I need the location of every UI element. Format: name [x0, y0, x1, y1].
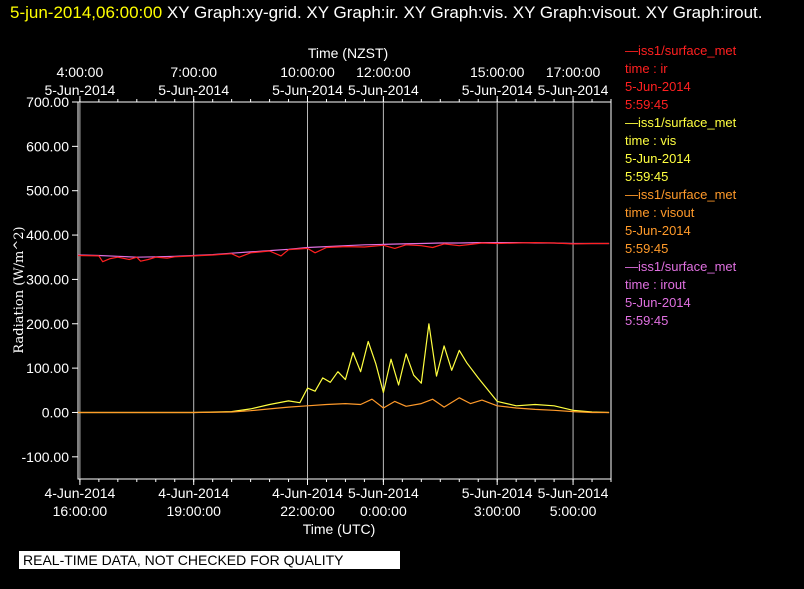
legend-time: 5:59:45: [625, 313, 669, 328]
y-tick-label: 500.00: [26, 183, 69, 199]
header-graph-list: XY Graph:xy-grid. XY Graph:ir. XY Graph:…: [162, 3, 763, 22]
plot-frame: [77, 101, 612, 480]
x-tick-time: 22:00:00: [280, 503, 335, 519]
x2-tick-time: 15:00:00: [470, 64, 525, 80]
x-tick-date: 4-Jun-2014: [272, 485, 343, 501]
y-tick-label: 100.00: [26, 360, 69, 376]
y-tick-label: 0.00: [42, 404, 69, 420]
x2-tick-time: 12:00:00: [356, 64, 411, 80]
legend-source: —iss1/surface_met: [625, 115, 737, 130]
series-line-vis: [78, 323, 610, 414]
series-group: [77, 242, 610, 414]
x-tick-date: 4-Jun-2014: [158, 485, 229, 501]
legend-var: time : visout: [625, 205, 695, 220]
x2-tick-date: 5-Jun-2014: [158, 82, 229, 98]
x-tick-date: 5-Jun-2014: [348, 485, 419, 501]
legend-date: 5-Jun-2014: [625, 79, 691, 94]
x2-tick-time: 7:00:00: [170, 64, 217, 80]
x2-tick-time: 10:00:00: [280, 64, 335, 80]
legend-var: time : vis: [625, 133, 677, 148]
x2-tick-date: 5-Jun-2014: [348, 82, 419, 98]
x-tick-time: 19:00:00: [166, 503, 221, 519]
disclaimer-banner: REAL-TIME DATA, NOT CHECKED FOR QUALITY: [19, 551, 400, 569]
x-axis: 4-Jun-2014 16:00:00 4-Jun-2014 19:00:00 4-Ju…: [44, 479, 612, 519]
x-tick-date: 5-Jun-2014: [462, 485, 533, 501]
legend-date: 5-Jun-2014: [625, 223, 691, 238]
legend-time: 5:59:45: [625, 97, 669, 112]
x2-tick-time: 4:00:00: [57, 64, 104, 80]
x-grid: [79, 102, 574, 479]
x2-tick-date: 5-Jun-2014: [44, 82, 115, 98]
x-tick-time: 16:00:00: [53, 503, 108, 519]
x2-tick-date: 5-Jun-2014: [538, 82, 609, 98]
y-axis: -100.00 0.00 100.00 200.00 300.00 400.00 500.0…: [22, 94, 78, 465]
x-tick-time: 0:00:00: [360, 503, 407, 519]
y-tick-label: 300.00: [26, 271, 69, 287]
x2-tick-date: 5-Jun-2014: [272, 82, 343, 98]
legend-date: 5-Jun-2014: [625, 295, 691, 310]
y-tick-label: 400.00: [26, 227, 69, 243]
x-tick-time: 3:00:00: [474, 503, 521, 519]
y-tick-label: 200.00: [26, 316, 69, 332]
x-tick-time: 5:00:00: [550, 503, 597, 519]
y-tick-label: 600.00: [26, 138, 69, 154]
x-tick-date: 4-Jun-2014: [44, 485, 115, 501]
series-line-ir: [77, 242, 610, 263]
x2-tick-date: 5-Jun-2014: [462, 82, 533, 98]
legend-source: —iss1/surface_met: [625, 43, 737, 58]
legend-var: time : ir: [625, 61, 668, 76]
legend-time: 5:59:45: [625, 241, 669, 256]
legend-time: 5:59:45: [625, 169, 669, 184]
y-tick-label: 700.00: [26, 94, 69, 110]
series-line-irout: [77, 242, 610, 258]
legend-date: 5-Jun-2014: [625, 151, 691, 166]
y-tick-label: -100.00: [22, 449, 70, 465]
x-axis-label: Time (UTC): [303, 521, 376, 537]
y-axis-label: Radiation (W/m^2): [12, 226, 27, 353]
series-line-visout: [78, 397, 610, 414]
x2-tick-time: 17:00:00: [546, 64, 601, 80]
legend-var: time : irout: [625, 277, 686, 292]
x2-axis: 4:00:00 5-Jun-2014 7:00:00 5-Jun-2014 10:00:…: [44, 64, 612, 102]
x-tick-date: 5-Jun-2014: [538, 485, 609, 501]
legend-source: —iss1/surface_met: [625, 259, 737, 274]
x2-axis-label: Time (NZST): [308, 45, 388, 61]
chart-header: 5-jun-2014,06:00:00 XY Graph:xy-grid. XY…: [10, 1, 790, 25]
legend-source: —iss1/surface_met: [625, 187, 737, 202]
header-datetime: 5-jun-2014,06:00:00: [10, 3, 163, 22]
